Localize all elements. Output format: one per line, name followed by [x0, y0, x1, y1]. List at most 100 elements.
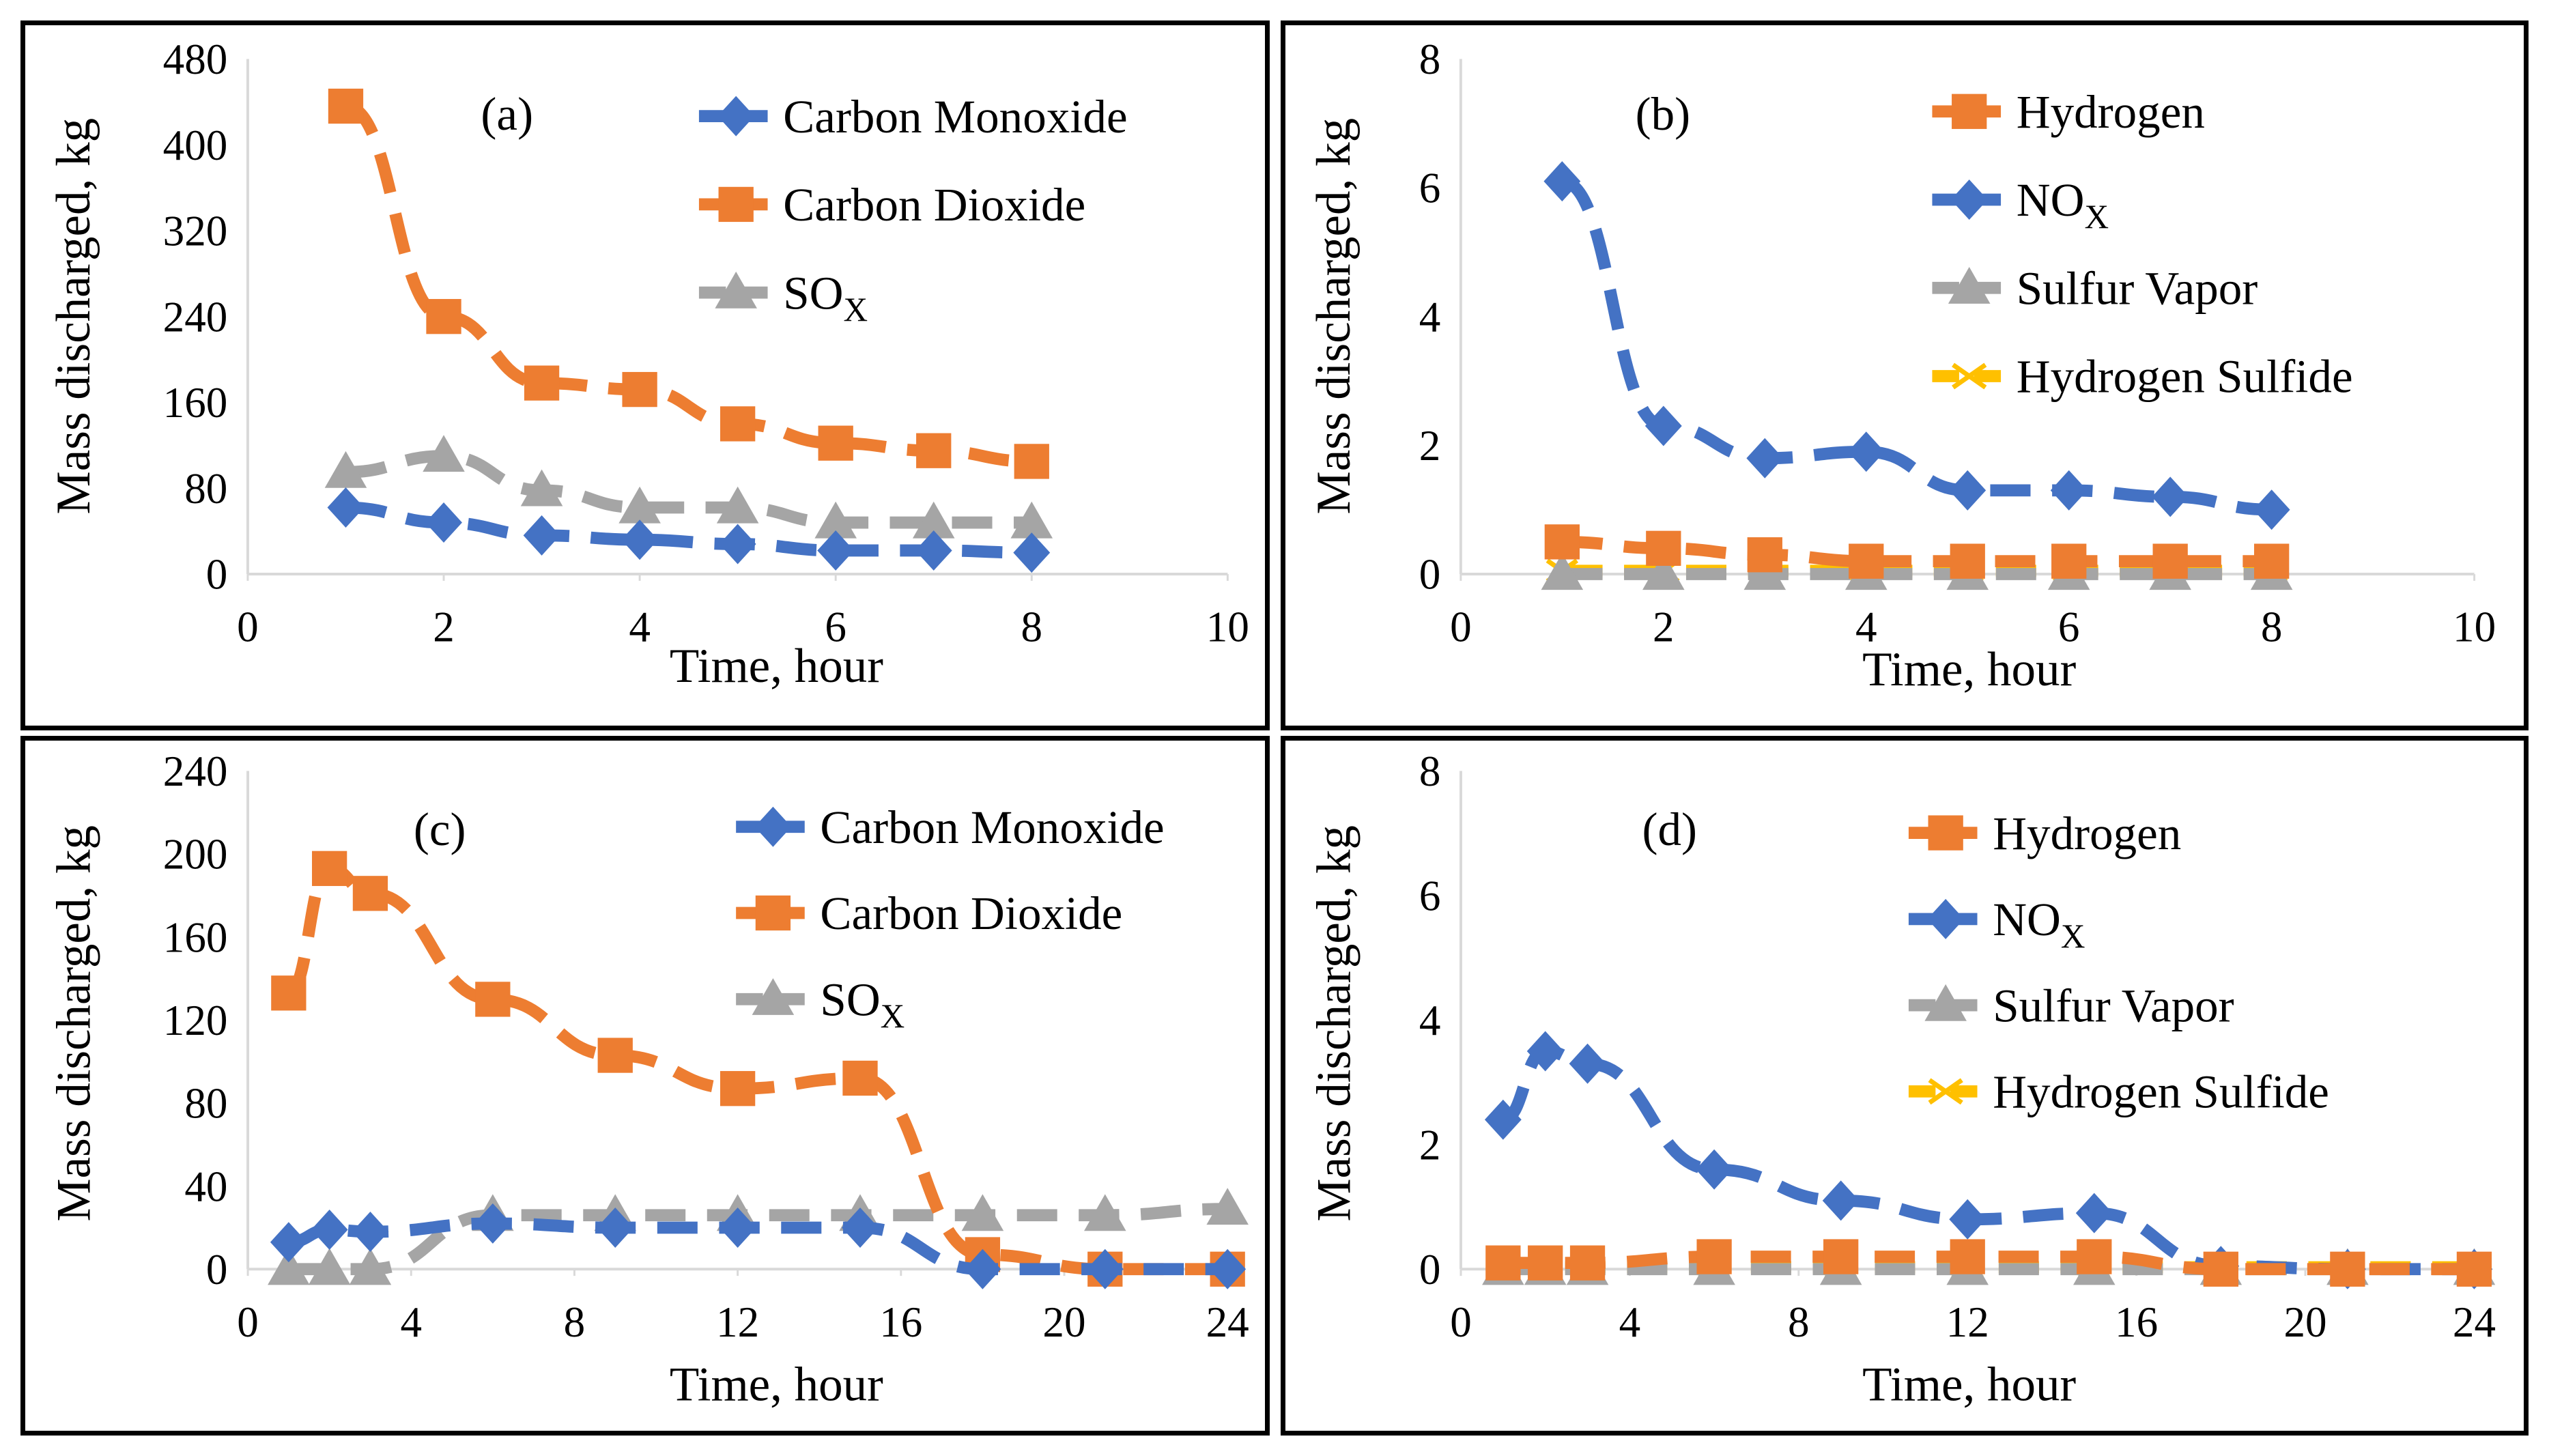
x-tick-label: 8	[2261, 603, 2283, 651]
legend-label: Sulfur Vapor	[2017, 261, 2258, 314]
data-point	[2330, 1251, 2365, 1287]
data-point	[719, 524, 756, 565]
data-point	[328, 88, 364, 124]
y-axis-title: Mass discharged, kg	[47, 118, 100, 515]
y-axis-title: Mass discharged, kg	[47, 825, 100, 1221]
data-point	[1485, 1245, 1521, 1281]
data-point	[426, 299, 461, 334]
legend-label: SOX	[783, 266, 868, 328]
y-axis-title: Mass discharged, kg	[1307, 118, 1361, 515]
legend-item: NOX	[1932, 173, 2109, 235]
data-point	[916, 433, 952, 468]
legend-marker	[715, 271, 757, 309]
y-tick-label: 320	[163, 208, 228, 255]
legend-label: Hydrogen Sulfide	[1993, 1066, 2329, 1118]
data-point	[524, 365, 560, 401]
y-tick-label: 480	[163, 35, 228, 83]
data-point	[818, 425, 853, 461]
x-tick-label: 0	[1450, 1298, 1472, 1346]
x-tick-label: 10	[2453, 603, 2496, 651]
data-point	[716, 486, 759, 524]
x-tick-label: 8	[1788, 1298, 1810, 1346]
data-point	[1696, 1239, 1732, 1274]
data-point	[1823, 1239, 1859, 1274]
x-axis-title: Time, hour	[670, 1358, 883, 1412]
x-axis-title: Time, hour	[1862, 1358, 2076, 1412]
legend-marker	[1927, 898, 1965, 939]
data-point	[720, 1071, 756, 1107]
legend-label: SOX	[820, 973, 905, 1035]
data-point	[1950, 1239, 1985, 1274]
legend-label: Sulfur Vapor	[1993, 979, 2234, 1031]
x-tick-label: 0	[237, 603, 259, 651]
data-point	[1526, 1031, 1564, 1072]
y-tick-label: 80	[184, 465, 227, 513]
data-point	[1950, 543, 1985, 579]
x-tick-label: 20	[2283, 1298, 2326, 1346]
series-carbon-monoxide	[270, 1203, 1247, 1289]
data-point	[719, 1207, 756, 1248]
data-point	[523, 515, 560, 556]
y-tick-label: 0	[1419, 1246, 1441, 1294]
data-point	[1949, 470, 1986, 511]
data-point	[814, 501, 857, 539]
data-point	[915, 530, 952, 571]
x-tick-label: 4	[1855, 603, 1877, 651]
data-point	[1849, 543, 1884, 579]
data-point	[2152, 543, 2188, 579]
chart-panel-a: 0 80 160 240 320 400 480 0 2 4 6 8 10 Time, hour Mass …	[20, 20, 1270, 730]
x-tick-label: 4	[400, 1298, 422, 1346]
data-point	[2051, 543, 2087, 579]
x-tick-label: 6	[825, 603, 846, 651]
x-tick-label: 16	[879, 1298, 922, 1346]
legend-label: Carbon Dioxide	[783, 178, 1085, 231]
data-point	[964, 1248, 1001, 1289]
legend-item: Hydrogen Sulfide	[1908, 1066, 2329, 1118]
data-point	[597, 1038, 633, 1073]
legend-item: Carbon Monoxide	[698, 90, 1128, 143]
x-tick-label: 0	[1450, 603, 1472, 651]
series-no	[1484, 1031, 2493, 1289]
data-point	[2254, 543, 2290, 579]
data-point	[1747, 537, 1782, 573]
data-point	[2050, 470, 2088, 511]
data-point	[2077, 1239, 2112, 1274]
x-tick-label: 20	[1042, 1298, 1085, 1346]
legend-item: Carbon Dioxide	[698, 178, 1085, 231]
data-point	[352, 1212, 389, 1253]
y-tick-label: 0	[206, 1246, 228, 1294]
data-point	[1746, 438, 1784, 479]
legend-label: NOX	[2017, 173, 2109, 235]
data-point	[1014, 444, 1049, 479]
legend-marker	[1950, 180, 1988, 220]
legend-marker	[755, 895, 791, 931]
x-tick-label: 2	[1653, 603, 1675, 651]
data-point	[2253, 489, 2290, 530]
legend-marker	[1924, 984, 1967, 1021]
legend: Carbon Monoxide Carbon Dioxide SOX	[736, 801, 1165, 1035]
legend-marker	[754, 806, 792, 847]
y-tick-label: 8	[1419, 747, 1441, 795]
legend-marker	[1928, 1078, 1963, 1105]
series-carbon-monoxide	[327, 487, 1051, 573]
data-point	[268, 1248, 310, 1285]
series-hydrogen	[1544, 524, 2290, 579]
data-point	[1644, 405, 1682, 446]
data-point	[2203, 1251, 2238, 1287]
data-point	[1822, 1180, 1860, 1221]
series-line	[344, 100, 1032, 468]
data-point	[1949, 1199, 1986, 1240]
legend-label: NOX	[1993, 893, 2085, 955]
axes: 0 2 4 6 8 0 2 4 6 8 10	[1419, 35, 2496, 651]
x-tick-label: 4	[1619, 1298, 1641, 1346]
data-point	[1541, 553, 1584, 590]
data-point	[1544, 524, 1580, 560]
data-point	[842, 1207, 879, 1248]
legend-marker	[1952, 94, 1987, 129]
legend-item: Carbon Dioxide	[736, 887, 1122, 939]
data-point	[1646, 530, 1681, 566]
data-point	[618, 486, 661, 524]
legend-marker	[752, 977, 795, 1015]
series-line	[345, 450, 1032, 529]
legend-label: Hydrogen	[1993, 807, 2181, 859]
